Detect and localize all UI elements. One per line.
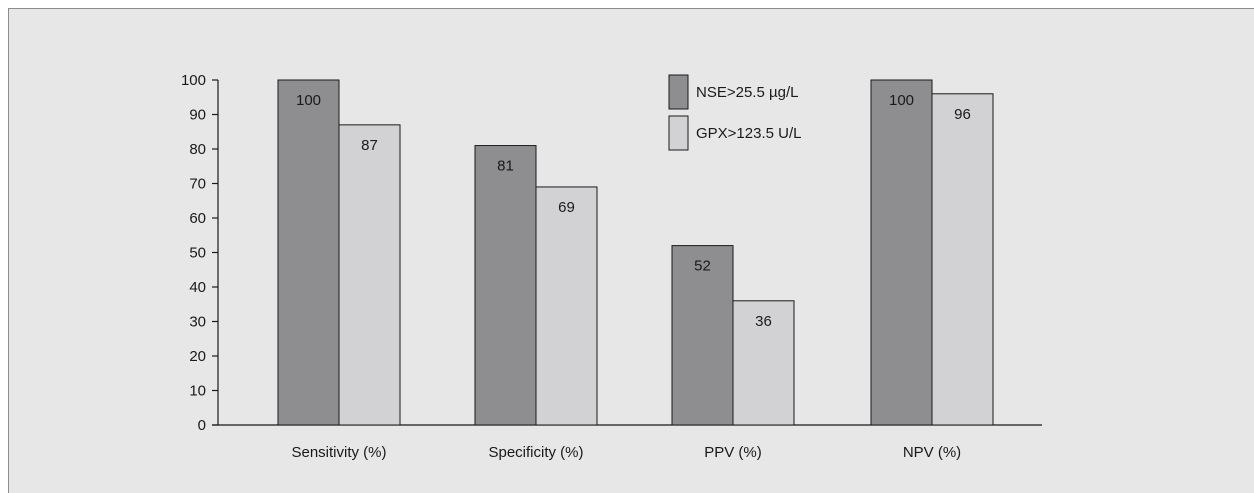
bar-nse-2 [671, 245, 734, 426]
y-tick-label: 50 [189, 245, 206, 262]
x-category-label: Sensitivity (%) [291, 444, 386, 461]
x-category-label: PPV (%) [704, 444, 762, 461]
data-label: 87 [361, 137, 378, 154]
y-tick-label: 40 [189, 279, 206, 296]
bar-gpx-2 [732, 300, 795, 426]
y-tick-label: 80 [189, 141, 206, 158]
data-label: 100 [889, 92, 914, 109]
bar-nse-1 [474, 145, 537, 426]
bar-gpx-3 [931, 93, 994, 426]
y-tick-label: 10 [189, 383, 206, 400]
bar-gpx-1 [535, 186, 598, 426]
chart-frame [8, 8, 1254, 493]
chart-legend: NSE>25.5 µg/L GPX>123.5 U/L [668, 74, 801, 151]
data-label: 96 [954, 106, 971, 123]
chart-bars [277, 79, 994, 426]
legend-label: NSE>25.5 µg/L [696, 84, 798, 101]
data-label: 36 [755, 313, 772, 330]
bar-gpx-0 [338, 124, 401, 426]
y-tick-label: 60 [189, 210, 206, 227]
data-label: 100 [296, 92, 321, 109]
x-category-label: NPV (%) [903, 444, 961, 461]
y-tick-label: 0 [198, 417, 206, 434]
legend-swatch [668, 115, 689, 151]
data-label: 69 [558, 199, 575, 216]
data-label: 52 [694, 258, 711, 275]
y-tick-label: 100 [181, 72, 206, 89]
chart-labels: 100 81 52 100 87 69 36 96 Sensitivity (%) Specifi… [291, 92, 970, 461]
data-label: 81 [497, 158, 514, 175]
y-tick-label: 70 [189, 176, 206, 193]
bar-nse-3 [870, 79, 933, 426]
legend-label: GPX>123.5 U/L [696, 125, 801, 142]
legend-swatch [668, 74, 689, 110]
y-tick-label: 30 [189, 314, 206, 331]
bar-nse-0 [277, 79, 340, 426]
x-category-label: Specificity (%) [488, 444, 583, 461]
y-tick-label: 90 [189, 107, 206, 124]
y-tick-label: 20 [189, 348, 206, 365]
